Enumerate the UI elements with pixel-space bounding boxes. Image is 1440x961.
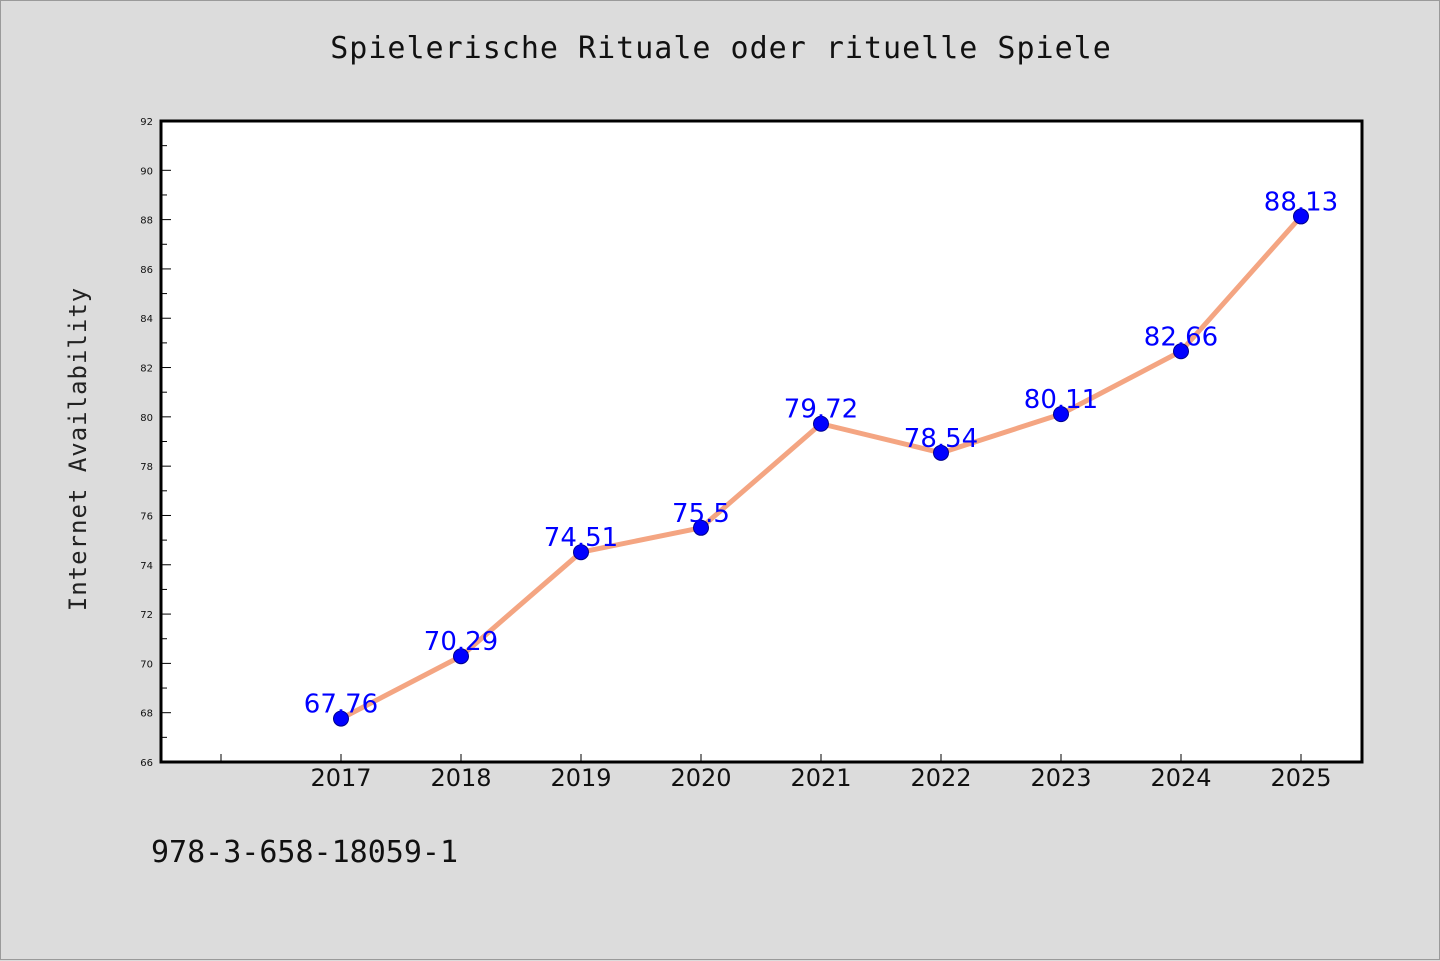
- data-point: [693, 519, 709, 536]
- y-tick-label: 80: [140, 413, 153, 424]
- x-tick-label: 2018: [430, 764, 491, 792]
- data-label: 70.29: [424, 627, 498, 657]
- x-axis-ticks: 2017 2018 2019 2020 2021 2022 2023 2024 2025: [220, 754, 1332, 792]
- y-axis-ticks: 66 68 70 72 74 76 78 80 82 84 86 88 90 92: [140, 117, 171, 769]
- x-tick-label: 2019: [550, 764, 611, 792]
- y-tick-label: 76: [140, 511, 153, 522]
- x-tick-label: 2025: [1270, 764, 1331, 792]
- data-label: 74.51: [544, 523, 618, 553]
- y-tick-label: 74: [140, 561, 153, 572]
- y-tick-label: 84: [140, 314, 153, 325]
- y-tick-label: 70: [140, 659, 153, 670]
- data-point: [1173, 343, 1189, 360]
- data-label: 67.76: [304, 690, 378, 720]
- y-tick-label: 78: [140, 462, 153, 473]
- plot-frame: [159, 119, 1364, 764]
- data-label: 78.54: [904, 424, 978, 454]
- y-tick-label: 92: [140, 117, 153, 128]
- series-layer: 67.76 70.29 74.51 75.5 79.72 78.54 80.11 82.66 8…: [304, 187, 1338, 727]
- data-label: 82.66: [1144, 322, 1218, 352]
- footnote-isbn: 978-3-658-18059-1: [151, 835, 459, 870]
- y-tick-label: 82: [140, 364, 153, 375]
- x-tick-label: 2022: [910, 764, 971, 792]
- y-tick-label: 90: [140, 166, 153, 177]
- data-point: [453, 648, 469, 665]
- x-tick-label: 2024: [1150, 764, 1211, 792]
- data-label: 88.13: [1264, 187, 1338, 217]
- data-point: [813, 415, 829, 432]
- plot-area: [161, 121, 1362, 762]
- data-point: [933, 444, 949, 461]
- x-tick-label: 2023: [1030, 764, 1091, 792]
- y-tick-label: 86: [140, 265, 153, 276]
- data-label: 80.11: [1024, 385, 1098, 415]
- chart-title: Spielerische Rituale oder rituelle Spiel…: [330, 31, 1112, 66]
- data-point: [1293, 208, 1309, 225]
- x-tick-label: 2021: [790, 764, 851, 792]
- x-tick-label: 2020: [670, 764, 731, 792]
- data-label: 75.5: [672, 499, 730, 529]
- y-tick-label: 72: [140, 610, 153, 621]
- data-point: [1053, 406, 1069, 423]
- data-point: [573, 544, 589, 561]
- x-tick-label: 2017: [310, 764, 371, 792]
- y-tick-label: 68: [140, 709, 153, 720]
- data-label: 79.72: [784, 395, 858, 425]
- y-tick-label: 88: [140, 216, 153, 227]
- y-tick-label: 66: [140, 758, 153, 769]
- data-point: [333, 710, 349, 727]
